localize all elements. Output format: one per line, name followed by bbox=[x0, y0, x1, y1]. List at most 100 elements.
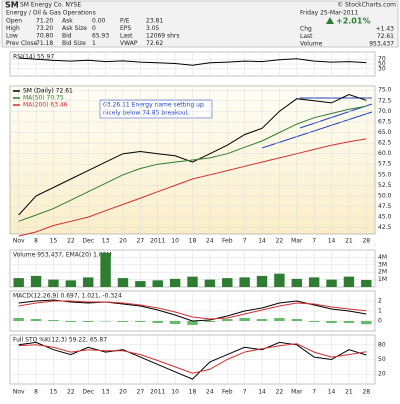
company: SM Energy Co. NYSE bbox=[20, 2, 81, 9]
x-tick-label: Mar bbox=[291, 389, 303, 396]
y-tick-label: 62.5 bbox=[378, 140, 392, 147]
quote-table: Open 71.20 Ask 0.00 P/E 23.81 High 73.20 Ask Siz… bbox=[6, 18, 394, 48]
stat-label: Volume bbox=[300, 41, 323, 48]
y-tick-label: 1M bbox=[378, 276, 387, 283]
x-tick-label: 22 bbox=[276, 389, 284, 396]
bar bbox=[256, 319, 268, 321]
quote-label: High bbox=[6, 25, 20, 32]
quote-label: P/E bbox=[120, 18, 130, 25]
quote-label: Open bbox=[6, 18, 22, 25]
x-tick-label: 24 bbox=[206, 389, 214, 396]
x-tick-label: 7 bbox=[312, 389, 316, 396]
series-line bbox=[18, 57, 367, 66]
y-tick-label: 60.0 bbox=[378, 150, 392, 157]
bar bbox=[30, 275, 42, 287]
bar bbox=[65, 280, 77, 287]
x-tick-label: 14 bbox=[328, 389, 336, 396]
bar bbox=[48, 320, 59, 321]
panel-title: RSI(14) 55.97 bbox=[13, 54, 54, 61]
series-line bbox=[18, 341, 367, 380]
bar bbox=[291, 319, 302, 321]
y-tick-label: 67.5 bbox=[378, 118, 392, 125]
bar bbox=[152, 280, 163, 287]
date: Friday 25-Mar-2011 bbox=[300, 10, 358, 17]
x-tick-label: 13 bbox=[102, 238, 110, 245]
y-tick-label: 30 bbox=[378, 65, 386, 72]
series-line bbox=[18, 93, 367, 216]
stat-value: 953,437 bbox=[369, 41, 394, 48]
x-tick-label: 28 bbox=[362, 238, 370, 245]
quote-label: VWAP bbox=[120, 40, 138, 47]
bar bbox=[30, 319, 42, 321]
y-tick-label: 57.5 bbox=[378, 161, 392, 168]
bar bbox=[135, 321, 146, 322]
y-tick-label: 52.5 bbox=[378, 182, 392, 189]
x-tick-label: 27 bbox=[137, 389, 145, 396]
y-tick-label: 4M bbox=[378, 254, 387, 261]
y-tick-label: 65.0 bbox=[378, 129, 392, 136]
quote-label: Bid Size bbox=[62, 40, 86, 47]
bar bbox=[13, 318, 24, 321]
y-tick-label: 45.0 bbox=[378, 214, 392, 221]
quote-label: Ask bbox=[62, 18, 73, 25]
series-line bbox=[18, 343, 367, 374]
bar bbox=[222, 319, 233, 321]
stat-label: Last bbox=[300, 33, 313, 40]
x-tick-label: Nov bbox=[13, 389, 25, 396]
x-tick-label: Feb bbox=[222, 238, 233, 245]
y-tick-label: 70.0 bbox=[378, 108, 392, 115]
x-tick-label: 14 bbox=[328, 238, 336, 245]
x-tick-label: Mar bbox=[291, 238, 303, 245]
bar bbox=[343, 276, 355, 287]
bar bbox=[83, 277, 94, 287]
x-tick-label: 2011 bbox=[150, 238, 165, 245]
x-tick-label: 21 bbox=[345, 238, 353, 245]
x-tick-label: 13 bbox=[102, 389, 110, 396]
legend-label: SM (Daily) 72.61 bbox=[23, 88, 73, 95]
bar bbox=[117, 321, 129, 322]
series-line bbox=[18, 138, 367, 237]
quote-label: Bid bbox=[62, 33, 72, 40]
x-tick-label: 22 bbox=[67, 238, 75, 245]
x-tick-label: 7 bbox=[243, 238, 247, 245]
trend-line bbox=[261, 111, 373, 149]
quote-value: 12069 shrs bbox=[146, 33, 180, 40]
bar bbox=[187, 276, 198, 287]
quote-value: 71.20 bbox=[36, 18, 53, 25]
annotation-box bbox=[99, 99, 213, 119]
bar bbox=[83, 321, 94, 322]
y-tick-label: 2M bbox=[378, 269, 387, 276]
x-tick-label: 14 bbox=[258, 238, 266, 245]
bar bbox=[308, 321, 320, 322]
y-tick-label: 50.0 bbox=[378, 192, 392, 199]
y-tick-label: 42.5 bbox=[378, 224, 392, 231]
y-tick-label: 20 bbox=[378, 371, 386, 378]
bar bbox=[239, 277, 250, 287]
bar bbox=[222, 278, 233, 287]
stat-label: Chg bbox=[300, 26, 312, 33]
quote-label: Ask Size bbox=[62, 25, 87, 32]
stat-value: +1.43 bbox=[376, 26, 395, 33]
bar bbox=[48, 279, 59, 287]
y-tick-label: 47.5 bbox=[378, 203, 392, 210]
bar bbox=[152, 321, 163, 323]
y-tick-label: 70 bbox=[378, 56, 386, 63]
quote-value: 23.81 bbox=[146, 18, 163, 25]
x-tick-label: 20 bbox=[119, 238, 127, 245]
y-tick-label: 75.0 bbox=[378, 87, 392, 94]
y-tick-label: 0 bbox=[378, 318, 382, 325]
bar bbox=[187, 321, 198, 325]
x-tick-label: 24 bbox=[206, 238, 214, 245]
y-tick-label: 55.0 bbox=[378, 171, 392, 178]
bar bbox=[361, 279, 372, 287]
bar bbox=[204, 321, 216, 322]
quote-label: EPS bbox=[120, 25, 131, 32]
bar bbox=[100, 321, 111, 322]
bar bbox=[65, 321, 77, 322]
copyright: © StockCharts.com bbox=[337, 2, 396, 9]
x-tick-label: Nov bbox=[13, 238, 25, 245]
x-tick-label: 14 bbox=[258, 389, 266, 396]
x-tick-label: 15 bbox=[50, 389, 58, 396]
x-tick-label: 22 bbox=[67, 389, 75, 396]
